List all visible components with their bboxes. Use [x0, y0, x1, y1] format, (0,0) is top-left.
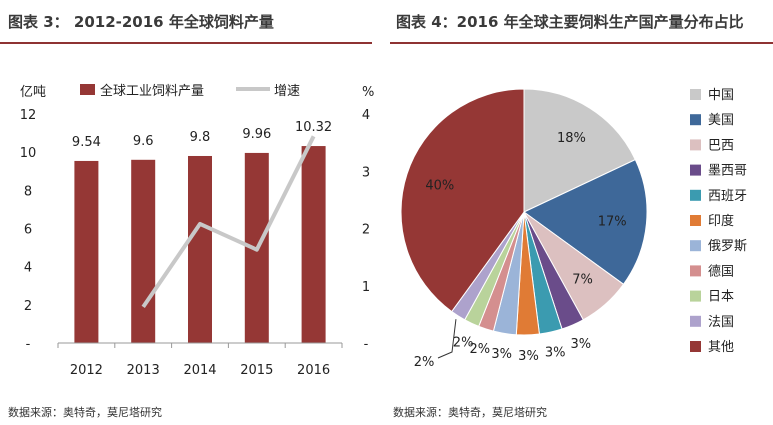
pie-slice	[523, 88, 636, 213]
pie-legend-swatch	[690, 114, 701, 126]
pie-data-label: 40%	[425, 179, 454, 194]
bar-data-label: 10.32	[295, 120, 332, 135]
y-axis-unit: 亿吨	[20, 85, 46, 100]
bar	[74, 160, 99, 343]
x-tick-label: 2015	[240, 363, 273, 378]
pie-legend-swatch	[690, 89, 701, 100]
legend-swatch-bars	[80, 84, 95, 95]
y2-tick-label: 3	[362, 165, 370, 180]
pie-legend-swatch	[690, 139, 701, 151]
pie-data-label: 18%	[557, 131, 586, 146]
y2-tick-label: 2	[362, 223, 370, 238]
pie-legend-label: 俄罗斯	[708, 239, 747, 254]
y-tick-label: 8	[24, 184, 32, 199]
right-title-rule	[390, 42, 773, 44]
pie-legend-label: 德国	[708, 264, 734, 279]
bar	[301, 146, 326, 343]
bar	[131, 159, 156, 343]
pie-legend-label: 中国	[708, 88, 734, 103]
bar-data-label: 9.54	[72, 135, 101, 150]
y2-tick-label: 4	[362, 108, 370, 123]
pie-legend-label: 西班牙	[708, 189, 747, 204]
bar-data-label: 9.96	[242, 127, 271, 142]
y-tick-label: 10	[20, 146, 37, 161]
y2-tick-label: -	[364, 337, 369, 352]
pie-slice	[400, 88, 525, 313]
pie-legend-label: 巴西	[708, 138, 734, 153]
pie-legend-swatch	[690, 164, 701, 176]
bar-data-label: 9.8	[190, 130, 211, 145]
y-tick-label: 2	[24, 299, 32, 314]
pie-legend-label: 墨西哥	[708, 164, 747, 179]
legend-label-bars: 全球工业饲料产量	[100, 83, 204, 99]
pie-data-label: 7%	[572, 272, 593, 287]
pie-data-label: 2%	[414, 355, 435, 370]
y2-tick-label: 1	[362, 280, 370, 295]
pie-legend-swatch	[690, 265, 701, 277]
growth-rate-line	[141, 135, 316, 309]
pie-data-label: 3%	[545, 346, 566, 361]
left-source-note: 数据来源：奥特奇，莫尼塔研究	[8, 406, 162, 419]
right-chart-title: 图表 4：2016 年全球主要饲料生产国产量分布占比	[396, 13, 744, 31]
pie-legend-label: 美国	[708, 113, 734, 128]
pie-data-label: 3%	[491, 347, 512, 362]
x-tick-label: 2016	[297, 363, 330, 378]
x-tick-label: 2014	[183, 363, 216, 378]
x-tick-label: 2013	[127, 363, 160, 378]
pie-leader-line	[437, 319, 457, 359]
y-tick-label: 4	[24, 261, 32, 276]
pie-slice	[523, 158, 648, 285]
pie-legend-label: 其他	[708, 340, 734, 355]
pie-legend-label: 印度	[708, 213, 734, 229]
y-tick-label: -	[26, 337, 31, 352]
pie-data-label: 2%	[469, 342, 490, 357]
pie-legend-swatch	[690, 341, 701, 352]
pie-data-label: 3%	[570, 337, 591, 352]
x-tick-label: 2012	[70, 363, 103, 378]
y-tick-label: 12	[20, 108, 37, 123]
pie-legend-swatch	[690, 240, 701, 252]
pie-legend-swatch	[690, 315, 701, 327]
y2-axis-unit: %	[362, 85, 374, 100]
bar-data-label: 9.6	[133, 134, 154, 149]
y-tick-label: 6	[24, 223, 32, 238]
pie-legend-swatch	[690, 189, 701, 201]
left-title-rule	[0, 42, 372, 44]
bar	[188, 155, 212, 343]
right-source-note: 数据来源：奥特奇，莫尼塔研究	[393, 406, 547, 419]
pie-data-label: 17%	[598, 214, 627, 229]
pie-legend-swatch	[690, 290, 701, 302]
pie-data-label: 2%	[453, 335, 474, 350]
pie-legend-label: 法国	[708, 315, 734, 330]
left-chart-title: 图表 3： 2012-2016 年全球饲料产量	[8, 13, 274, 31]
pie-legend-label: 日本	[708, 290, 734, 305]
pie-legend-swatch	[690, 215, 701, 226]
pie-data-label: 3%	[518, 349, 539, 364]
legend-label-line: 增速	[274, 84, 300, 99]
